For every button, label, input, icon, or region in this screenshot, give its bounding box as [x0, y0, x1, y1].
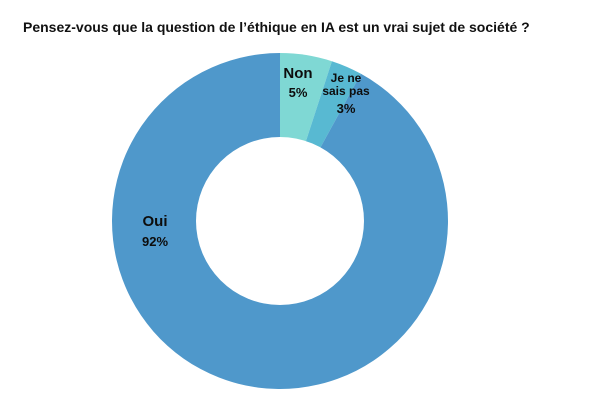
donut-hole	[196, 137, 364, 305]
labels-layer: Non 5% Je ne sais pas 3% Oui 92%	[142, 65, 370, 249]
slice-label-je-ne-sais-pas: Je ne sais pas	[322, 71, 370, 98]
chart-title: Pensez-vous que la question de l’éthique…	[23, 19, 530, 35]
slice-value-non: 5%	[289, 85, 308, 100]
slice-value-oui: 92%	[142, 234, 168, 249]
slice-label-non: Non	[283, 65, 312, 82]
slice-value-je-ne-sais-pas: 3%	[337, 101, 356, 116]
slice-label-oui: Oui	[143, 213, 168, 230]
